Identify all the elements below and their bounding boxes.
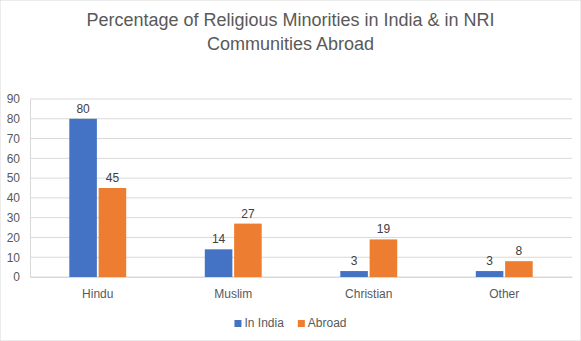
- x-tick: Other: [489, 277, 519, 301]
- data-label: 14: [212, 232, 226, 246]
- y-tick-label: 90: [7, 92, 21, 106]
- data-label: 45: [106, 171, 120, 185]
- data-label: 27: [241, 207, 255, 221]
- y-tick-label: 80: [7, 112, 21, 126]
- legend-item: In India: [234, 316, 284, 330]
- grid-line: [30, 99, 572, 100]
- x-tick: Hindu: [82, 277, 113, 301]
- grid: [30, 99, 572, 277]
- bar: [99, 188, 127, 277]
- y-tick-label: 70: [7, 132, 21, 146]
- x-tick-label: Christian: [345, 287, 392, 301]
- bar: [505, 261, 533, 277]
- x-tick-label: Hindu: [82, 287, 113, 301]
- legend-swatch: [298, 320, 305, 327]
- chart: Percentage of Religious Minorities in In…: [0, 0, 581, 341]
- legend-label: In India: [244, 316, 284, 330]
- x-tick-label: Other: [489, 287, 519, 301]
- bar: [476, 271, 504, 277]
- data-label: 3: [351, 254, 358, 268]
- y-tick: 0: [13, 270, 30, 284]
- data-label: 8: [516, 244, 523, 258]
- y-tick-label: 20: [7, 231, 21, 245]
- bars: [69, 119, 532, 277]
- data-label: 19: [377, 222, 391, 236]
- legend: In India Abroad: [234, 316, 346, 330]
- y-tick: 60: [7, 152, 30, 166]
- y-tick: 20: [7, 231, 30, 245]
- x-tick: Muslim: [214, 277, 252, 301]
- data-label: 80: [76, 102, 90, 116]
- data-label: 3: [486, 254, 493, 268]
- plot: 0 10 20 30 40 50 60 70 80 90 80 14 3 3 45 27 19 8 Hindu Mus…: [7, 92, 573, 300]
- y-tick: 30: [7, 211, 30, 225]
- y-tick: 50: [7, 171, 30, 185]
- bar: [370, 239, 398, 277]
- x-tick: Christian: [345, 277, 392, 301]
- x-tick-label: Muslim: [214, 287, 252, 301]
- grid-line: [30, 158, 572, 159]
- y-tick: 70: [7, 132, 30, 146]
- grid-line: [30, 118, 572, 119]
- legend-swatch: [234, 320, 241, 327]
- bar: [69, 119, 97, 277]
- y-tick: 40: [7, 191, 30, 205]
- bar: [234, 224, 262, 277]
- y-tick-label: 40: [7, 191, 21, 205]
- background: [0, 0, 581, 341]
- x-axis: Hindu Muslim Christian Other: [31, 277, 573, 301]
- bar: [205, 249, 233, 277]
- y-tick-label: 30: [7, 211, 21, 225]
- y-tick-label: 10: [7, 251, 21, 265]
- y-tick: 80: [7, 112, 30, 126]
- y-axis-line: [30, 100, 31, 278]
- y-tick: 90: [7, 92, 30, 106]
- legend-label: Abroad: [308, 316, 347, 330]
- y-tick-label: 60: [7, 152, 21, 166]
- y-tick-label: 0: [13, 270, 20, 284]
- data-labels: 80 14 3 3 45 27 19 8: [76, 102, 522, 268]
- legend-item: Abroad: [298, 316, 347, 330]
- title: Percentage of Religious Minorities in In…: [86, 10, 494, 54]
- y-axis: 0 10 20 30 40 50 60 70 80 90: [7, 92, 31, 284]
- y-tick: 10: [7, 251, 30, 265]
- bar: [340, 271, 368, 277]
- grid-line: [30, 138, 572, 139]
- x-axis-line: [31, 277, 573, 278]
- y-tick-label: 50: [7, 171, 21, 185]
